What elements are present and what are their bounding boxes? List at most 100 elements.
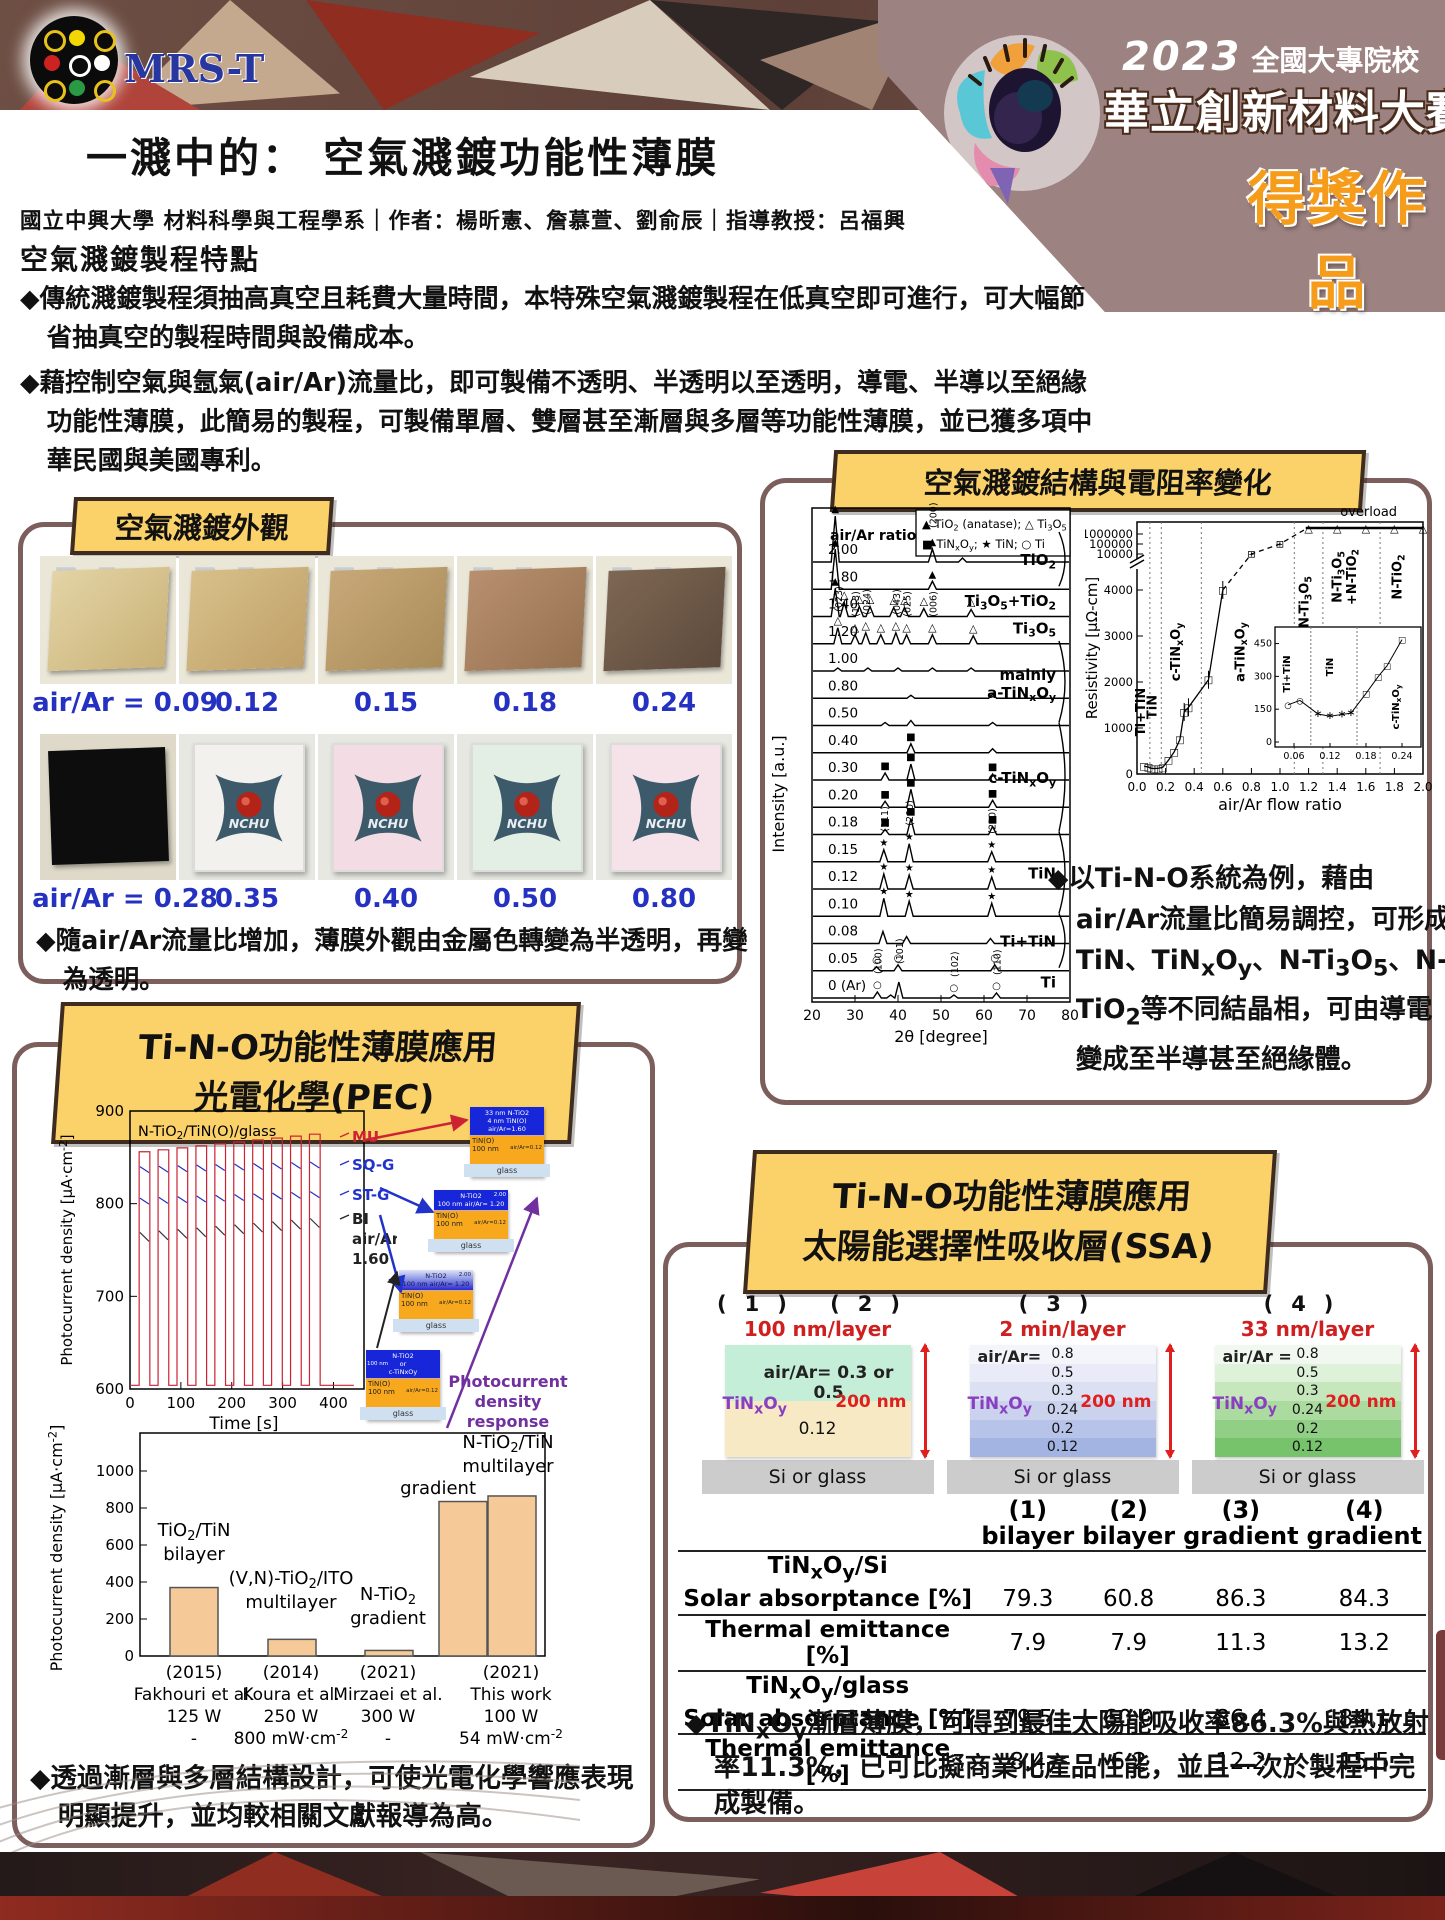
svg-text:Ti: Ti [1041,974,1056,992]
svg-text:N-TiO2​/TiN: N-TiO2​/TiN [462,1432,553,1456]
svg-text:300: 300 [268,1394,297,1412]
svg-text:air/Ar flow ratio: air/Ar flow ratio [1218,795,1342,814]
svg-text:○: ○ [1284,701,1291,711]
svg-text:0.20: 0.20 [828,787,858,803]
svg-text:○: ○ [872,955,881,966]
ssa-section-tab: Ti-N-O功能性薄膜應用 太陽能選擇性吸收層(SSA) [742,1150,1278,1294]
svg-text:⊞: ⊞ [1276,540,1284,551]
svg-text:(220): (220) [988,808,999,834]
svg-text:Photocurrent density [μA·cm-2​: Photocurrent density [μA·cm-2​] [57,1134,76,1365]
table-cell: 79.3 [1002,1586,1054,1613]
svg-text:multilayer: multilayer [462,1456,554,1477]
substrate-glass: glass [464,1164,550,1177]
air-ar-layer: 0.12 [969,1438,1156,1457]
svg-text:⊞: ⊞ [1247,550,1255,561]
opaque-film-sample [47,746,169,865]
svg-text:△: △ [902,621,911,634]
air-ar-prefix: air/Ar= 0.3 or 0.5 [763,1363,894,1403]
stack-card-SQ-G: 2.00 N-TiO2 100 nm air/Ar= 1.20 TiN(O) 100 n… [428,1190,514,1252]
svg-text:400: 400 [319,1394,348,1412]
svg-text:0.30: 0.30 [828,760,858,776]
svg-text:1.4: 1.4 [1328,780,1347,794]
svg-text:∗: ∗ [1313,707,1322,720]
svg-text:(2021): (2021) [483,1663,540,1683]
svg-text:1.8: 1.8 [1385,780,1404,794]
svg-text:NCHU: NCHU [507,816,548,831]
response-caption: Photocurrent density response [448,1372,568,1431]
svg-text:TiN: TiN [1028,865,1056,883]
svg-text:c-TiNx​Oy​: c-TiNx​Oy​ [1169,623,1186,682]
svg-text:□: □ [1147,764,1156,775]
svg-text:bilayer: bilayer [163,1544,225,1565]
logo-dot [94,80,116,102]
features-bullets: ◆傳統濺鍍製程須抽高真空且耗費大量時間，本特殊空氣濺鍍製程在低真空即可進行，可大… [20,280,1100,487]
thickness-arrow [1409,1343,1420,1459]
svg-text:(2021): (2021) [360,1663,417,1683]
svg-text:0: 0 [1126,767,1133,781]
svg-text:▲ TiO2​ (anatase); △ Ti3​O5​: ▲ TiO2​ (anatase); △ Ti3​O5​ [922,517,1067,533]
metal-film-sample [602,566,726,671]
logo-dot [94,55,110,71]
air-ar-layer: 0.2 [969,1419,1156,1439]
svg-text:gradient: gradient [400,1478,476,1499]
metal-film-sample [185,566,309,671]
svg-text:▲: ▲ [831,537,839,548]
table-col-header: (4) gradient [1302,1496,1426,1552]
sample-photo: N [457,556,593,684]
svg-text:□: □ [1139,762,1148,773]
film-layers: 2.00 N-TiO2 100 nm air/Ar= 1.20 [434,1190,508,1210]
svg-text:□: □ [1158,763,1167,774]
svg-text:4000: 4000 [1104,583,1133,597]
svg-text:■: ■ [988,762,997,773]
svg-text:△: △ [1390,522,1399,535]
mrst-logo [30,16,118,104]
affiliation-authors: 國立中興大學 材料科學與工程學系｜作者：楊昕憲、詹慕萱、劉俞辰｜指導教授：呂福興 [20,209,906,234]
svg-text:○: ○ [873,980,882,991]
svg-text:2000: 2000 [1104,675,1133,689]
svg-text:0.2: 0.2 [1156,780,1175,794]
appearance-bullet: ◆隨air/Ar流量比增加，薄膜外觀由金屬色轉變為半透明，再變為透明。 [36,926,748,995]
svg-text:∗: ∗ [1325,709,1334,722]
svg-text:0: 0 [1266,737,1272,748]
air-ar-label: air/Ar = 0.09 [32,688,218,718]
svg-text:□: □ [1169,747,1178,758]
svg-text:(111): (111) [880,806,891,832]
table-col-header: (1) bilayer [977,1496,1079,1552]
svg-text:△: △ [1362,522,1371,535]
svg-text:0: 0 [125,1394,135,1412]
feature-bullet-1: ◆傳統濺鍍製程須抽高真空且耗費大量時間，本特殊空氣濺鍍製程在低真空即可進行，可大… [20,284,1086,353]
svg-text:△: △ [920,595,929,608]
table-col-header: (3) gradient [1179,1496,1303,1552]
svg-text:1.00: 1.00 [828,651,858,667]
svg-text:△: △ [851,621,860,634]
event-line-1: 2023 全國大專院校 [1122,34,1419,80]
svg-text:Ti+TiN: Ti+TiN [1282,655,1293,692]
nchu-logo: NCHU [354,773,422,842]
air-ar-prefix: air/Ar = [1222,1347,1292,1366]
tin-o-layer: TiN(O) 100 nm air/Ar=0.12 [399,1290,473,1319]
film-name: TiNxOy [722,1394,787,1418]
metal-film-sample [46,566,170,671]
sample-photo: NCHU [179,734,315,880]
substrate-glass: glass [393,1319,479,1332]
table-cell: 13.2 [1302,1613,1426,1671]
svg-text:30: 30 [846,1008,864,1024]
edge-decoration [1436,1630,1445,1760]
sample-photo: N [40,556,176,684]
svg-text:0.12: 0.12 [1319,751,1340,762]
svg-text:100000: 100000 [1089,537,1133,551]
svg-text:Ti3​O5​+TiO2​: Ti3​O5​+TiO2​ [965,592,1056,612]
svg-text:(110): (110) [992,949,1003,975]
svg-text:★: ★ [987,840,996,851]
svg-text:N-TiO2​/TiN(O)/glass: N-TiO2​/TiN(O)/glass [138,1124,276,1142]
ssa-stack-3: (4) 33 nm/layer 0.8 0.5 0.3 0.24 0.2 0.12 air/Ar… [1190,1292,1425,1494]
table-cell: 84.3 [1338,1586,1390,1613]
svg-text:TiN: TiN [1325,658,1336,677]
ssa-tab-line1: Ti-N-O功能性薄膜應用 [831,1177,1193,1217]
svg-text:100 W: 100 W [484,1707,539,1727]
svg-text:250 W: 250 W [264,1707,319,1727]
stack-card-BI: 100 nm N-TiO2 or c-TiNxOy TiN(O) 100 nm air/Ar… [360,1350,446,1420]
svg-text:0.50: 0.50 [828,706,858,722]
svg-text:+N-TiO2​: +N-TiO2​ [1345,549,1362,605]
svg-text:(024): (024) [862,589,873,615]
